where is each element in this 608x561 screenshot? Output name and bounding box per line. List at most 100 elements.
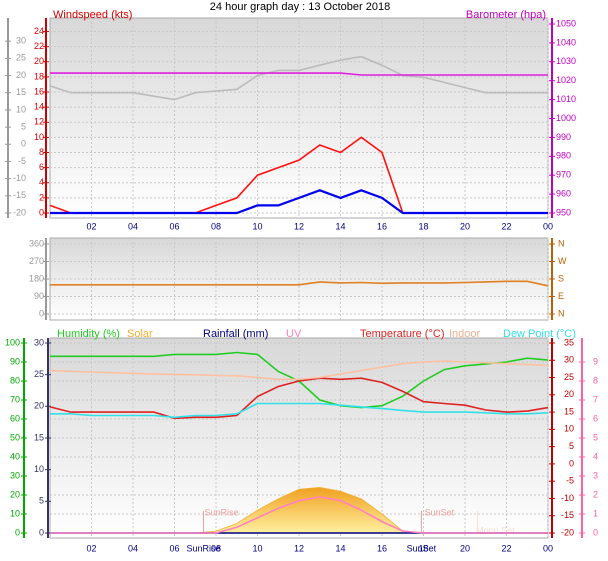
- y2-tick-label: 1030: [556, 56, 576, 66]
- y-axis-title: Windspeed (kts): [53, 9, 132, 21]
- legend-label: UV: [286, 328, 302, 340]
- x-tick-label: 12: [294, 221, 304, 231]
- x-tick-label: 02: [86, 221, 96, 231]
- x-tick-label: 16: [377, 543, 387, 553]
- x-tick-label: 04: [128, 221, 138, 231]
- line: [50, 496, 548, 534]
- y4-tick-label: 2: [593, 489, 598, 499]
- x-tick-label: 18: [418, 221, 428, 231]
- y4-tick-label: 6: [593, 413, 598, 423]
- x-tick-label: 22: [501, 221, 511, 231]
- y4-tick-label: 0: [593, 527, 598, 537]
- y3-tick-label: 25: [564, 372, 574, 382]
- y-tick-label: 4: [39, 177, 44, 187]
- line: [50, 72, 548, 76]
- line: [49, 377, 549, 420]
- line: [50, 402, 549, 419]
- y2-tick-label: 25: [34, 369, 44, 379]
- y2-tick-label: 30: [34, 337, 44, 347]
- y2-tick-label: 1020: [556, 75, 576, 85]
- y-tick-label: 20: [10, 489, 20, 499]
- y3-tick-label: -5: [18, 156, 26, 166]
- x-tick-label: 08: [211, 221, 221, 231]
- y3-tick-label: -10: [561, 493, 574, 503]
- x-tick-label: 08: [211, 543, 221, 553]
- y-tick-label: 0: [15, 527, 20, 537]
- y4-tick-label: 8: [593, 375, 598, 385]
- annotation-label: SunSet: [425, 507, 455, 517]
- y2-tick-label: 20: [34, 401, 44, 411]
- y2-tick-label: E: [558, 291, 564, 301]
- y2-tick-label: S: [558, 273, 564, 283]
- x-tick-label: 12: [294, 543, 304, 553]
- x-tick-label: 22: [501, 543, 511, 553]
- y-tick-label: 22: [34, 41, 44, 51]
- y3-tick-label: 0: [569, 458, 574, 468]
- legend-label: Rainfall (mm): [203, 328, 268, 340]
- y3-tick-label: 15: [16, 87, 26, 97]
- y3-tick-label: 10: [16, 104, 26, 114]
- y-tick-label: 90: [10, 356, 20, 366]
- y-tick-label: 70: [10, 394, 20, 404]
- y3-tick-label: 30: [16, 36, 26, 46]
- line: [49, 55, 548, 101]
- y4-tick-label: 7: [593, 394, 598, 404]
- y2-tick-label: 1010: [556, 94, 576, 104]
- x-tick-label: 14: [335, 221, 345, 231]
- y-tick-label: 0: [39, 207, 44, 217]
- y-tick-label: 14: [34, 102, 44, 112]
- y3-tick-label: -10: [13, 173, 26, 183]
- y-tick-label: 10: [10, 508, 20, 518]
- y3-tick-label: 10: [564, 424, 574, 434]
- y2-tick-label: 10: [34, 464, 44, 474]
- y3-tick-label: 25: [16, 53, 26, 63]
- y3-tick-label: 15: [564, 406, 574, 416]
- y3-tick-label: -15: [13, 190, 26, 200]
- y-tick-label: 8: [39, 147, 44, 157]
- annotation-axis-label: SunRise: [187, 543, 221, 553]
- y4-tick-label: 4: [593, 451, 598, 461]
- x-tick-label: 20: [460, 221, 470, 231]
- y-tick-label: 90: [34, 291, 44, 301]
- x-tick-label: 06: [169, 221, 179, 231]
- y-tick-label: 60: [10, 413, 20, 423]
- x-tick-label: 14: [335, 543, 345, 553]
- y-tick-label: 40: [10, 451, 20, 461]
- y2-tick-label: W: [558, 256, 567, 266]
- line: [50, 280, 549, 287]
- y4-tick-label: 9: [593, 356, 598, 366]
- y2-tick-label: 950: [556, 207, 571, 217]
- y2-tick-label: 970: [556, 170, 571, 180]
- legend-label: Indoor: [449, 328, 481, 340]
- x-tick-label: 04: [128, 543, 138, 553]
- y-tick-label: 2: [39, 192, 44, 202]
- chart-title: 24 hour graph day : 13 October 2018: [210, 1, 390, 13]
- line: [49, 360, 549, 381]
- y-tick-label: 18: [34, 71, 44, 81]
- legend-label: Dew Point (°C): [503, 328, 576, 340]
- y2-tick-label: 1000: [556, 113, 576, 123]
- line: [50, 189, 548, 215]
- y3-tick-label: -20: [13, 207, 26, 217]
- y2-tick-label: 990: [556, 132, 571, 142]
- y2-tick-label: N: [558, 308, 565, 318]
- y-tick-label: 24: [34, 26, 44, 36]
- y3-tick-label: 0: [21, 139, 26, 149]
- x-tick-label: 02: [86, 543, 96, 553]
- y-tick-label: 20: [34, 56, 44, 66]
- y3-tick-label: -20: [561, 527, 574, 537]
- legend-label: Humidity (%): [57, 328, 120, 340]
- legend-label: Solar: [127, 328, 153, 340]
- y2-tick-label: 15: [34, 432, 44, 442]
- y3-tick-label: 5: [21, 121, 26, 131]
- y2-tick-label: N: [558, 238, 565, 248]
- y3-tick-label: 35: [564, 337, 574, 347]
- y4-tick-label: 5: [593, 432, 598, 442]
- y-tick-label: 10: [34, 132, 44, 142]
- y2-tick-label: 0: [39, 527, 44, 537]
- y-tick-label: 180: [29, 273, 44, 283]
- annotation-axis-label: SunSet: [407, 543, 437, 553]
- y-tick-label: 16: [34, 86, 44, 96]
